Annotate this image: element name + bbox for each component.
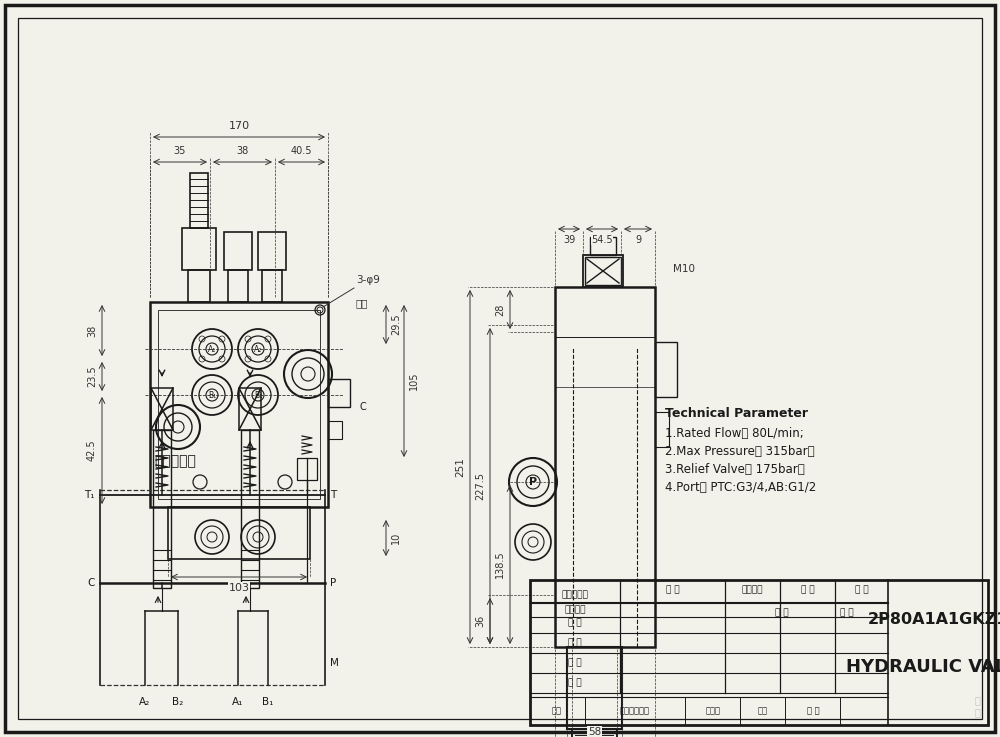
Text: 4.Port： PTC:G3/4,AB:G1/2: 4.Port： PTC:G3/4,AB:G1/2 bbox=[665, 481, 816, 494]
Bar bbox=[583, 255, 623, 287]
Text: 景 张: 景 张 bbox=[840, 609, 854, 618]
Bar bbox=[655, 412, 669, 447]
Bar bbox=[182, 228, 216, 270]
Text: 更改内容概要: 更改内容概要 bbox=[620, 707, 650, 716]
Text: 9: 9 bbox=[635, 235, 641, 245]
Text: M: M bbox=[330, 658, 339, 668]
Text: Technical Parameter: Technical Parameter bbox=[665, 407, 808, 420]
Bar bbox=[224, 232, 252, 270]
Text: 42.5: 42.5 bbox=[87, 440, 97, 461]
Text: A₂: A₂ bbox=[254, 344, 262, 354]
Text: 液压原理图: 液压原理图 bbox=[154, 454, 196, 468]
Bar bbox=[188, 270, 210, 302]
Text: 138.5: 138.5 bbox=[495, 551, 505, 579]
Text: 36: 36 bbox=[475, 615, 485, 627]
Bar bbox=[297, 458, 317, 480]
Text: 比 例: 比 例 bbox=[855, 585, 868, 595]
Text: 校 对: 校 对 bbox=[568, 618, 582, 627]
Text: 105: 105 bbox=[409, 371, 419, 391]
Bar bbox=[151, 388, 173, 430]
Text: 共 张: 共 张 bbox=[775, 609, 789, 618]
Text: 更改人: 更改人 bbox=[706, 707, 720, 716]
Text: 3.Relief Valve： 175bar；: 3.Relief Valve： 175bar； bbox=[665, 463, 805, 476]
Bar bbox=[262, 270, 282, 302]
Text: 通孔: 通孔 bbox=[356, 298, 368, 308]
Text: 10: 10 bbox=[391, 532, 401, 544]
Text: M10: M10 bbox=[673, 264, 695, 274]
Bar bbox=[241, 430, 259, 588]
Text: 2.Max Pressure： 315bar，: 2.Max Pressure： 315bar， bbox=[665, 445, 815, 458]
Text: C: C bbox=[88, 578, 95, 588]
Text: 40.5: 40.5 bbox=[291, 146, 312, 156]
Bar bbox=[572, 729, 617, 737]
Text: B₁: B₁ bbox=[262, 697, 274, 707]
Text: 227.5: 227.5 bbox=[475, 472, 485, 500]
Bar bbox=[168, 507, 310, 559]
Bar bbox=[555, 287, 655, 647]
Text: 重 量: 重 量 bbox=[801, 585, 814, 595]
Text: 制 图: 制 图 bbox=[568, 658, 582, 668]
Text: A₁: A₁ bbox=[208, 344, 216, 354]
Bar bbox=[328, 379, 350, 407]
Text: 图样标记: 图样标记 bbox=[742, 585, 763, 595]
Text: 103: 103 bbox=[228, 583, 250, 593]
Text: 2P80A1A1GKZ1: 2P80A1A1GKZ1 bbox=[868, 612, 1000, 627]
Bar bbox=[158, 310, 320, 499]
Text: 设 计: 设 计 bbox=[666, 585, 679, 595]
Text: 标记: 标记 bbox=[552, 707, 562, 716]
Text: A₂: A₂ bbox=[139, 697, 151, 707]
Text: 28: 28 bbox=[495, 304, 505, 315]
Text: 39: 39 bbox=[563, 235, 575, 245]
Text: 描 图: 描 图 bbox=[568, 638, 582, 648]
Text: T: T bbox=[330, 490, 336, 500]
Text: 38: 38 bbox=[87, 324, 97, 337]
Text: 35: 35 bbox=[174, 146, 186, 156]
Text: 3-φ9: 3-φ9 bbox=[356, 275, 380, 285]
Text: 审 核: 审 核 bbox=[807, 707, 819, 716]
Text: 日期: 日期 bbox=[758, 707, 768, 716]
Text: 标准化检查: 标准化检查 bbox=[562, 590, 588, 599]
Bar bbox=[328, 421, 342, 439]
Text: B₂: B₂ bbox=[254, 391, 262, 399]
Text: 工艺检查: 工艺检查 bbox=[564, 606, 586, 615]
Text: 1.Rated Flow： 80L/min;: 1.Rated Flow： 80L/min; bbox=[665, 427, 804, 440]
Text: B₁: B₁ bbox=[208, 391, 216, 399]
Bar bbox=[228, 270, 248, 302]
Text: 38: 38 bbox=[236, 146, 249, 156]
Bar bbox=[150, 302, 328, 507]
Bar bbox=[585, 257, 621, 285]
Bar bbox=[530, 580, 988, 725]
Text: 54.5: 54.5 bbox=[591, 235, 613, 245]
Bar bbox=[567, 647, 622, 729]
Text: 设 计: 设 计 bbox=[568, 679, 582, 688]
Text: T₁: T₁ bbox=[84, 490, 95, 500]
Text: 23.5: 23.5 bbox=[87, 366, 97, 388]
Text: 170: 170 bbox=[228, 121, 250, 131]
Bar bbox=[590, 237, 616, 255]
Bar bbox=[655, 342, 677, 397]
Text: A₁: A₁ bbox=[232, 697, 244, 707]
Bar bbox=[190, 173, 208, 228]
Text: 251: 251 bbox=[455, 457, 465, 477]
Bar bbox=[153, 430, 171, 588]
Text: B₂: B₂ bbox=[172, 697, 184, 707]
Text: P: P bbox=[330, 578, 336, 588]
Bar bbox=[258, 232, 286, 270]
Text: HYDRAULIC VALVE: HYDRAULIC VALVE bbox=[846, 658, 1000, 676]
Text: 29.5: 29.5 bbox=[391, 314, 401, 335]
Text: C: C bbox=[360, 402, 366, 412]
Text: P: P bbox=[529, 477, 537, 487]
Text: 58: 58 bbox=[588, 727, 601, 737]
Text: 淅
淡: 淅 淡 bbox=[974, 696, 980, 717]
Bar bbox=[239, 388, 261, 430]
